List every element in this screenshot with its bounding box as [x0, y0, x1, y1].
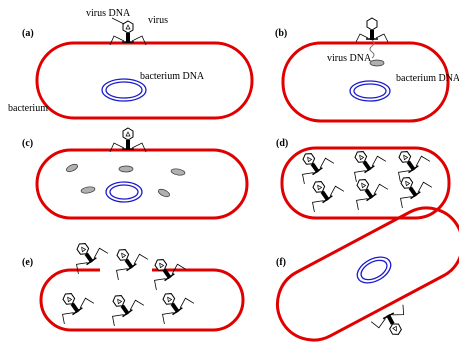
virus-dna [81, 186, 96, 194]
phage [110, 21, 146, 45]
panel-label: (c) [22, 138, 33, 149]
panel-label: (a) [22, 28, 34, 39]
phage [101, 286, 144, 326]
phage [51, 284, 94, 324]
annotation: virus DNA [327, 53, 372, 64]
annotation: virus [148, 15, 168, 26]
phage-head [356, 18, 388, 42]
virus-dna [119, 166, 133, 172]
bacterium-dna [110, 185, 138, 199]
virus-dna [370, 60, 384, 66]
phage [65, 234, 108, 274]
phage [105, 240, 148, 280]
annotation: bacterium DNA [140, 71, 205, 82]
phage [301, 172, 344, 212]
panel-label: (f) [276, 257, 286, 268]
phage [291, 144, 334, 184]
bacterium-dna [354, 84, 386, 98]
virus-dna [171, 168, 186, 176]
annotation: virus DNA [86, 8, 131, 19]
panel-label: (e) [22, 257, 33, 268]
annotation: bacterium DNA [396, 73, 459, 84]
panel-label: (d) [276, 138, 288, 149]
virus-dna [157, 188, 170, 199]
bacterium-dna [106, 82, 142, 98]
panel-label: (b) [275, 28, 287, 39]
annotation: bacterium [8, 103, 48, 114]
virus-dna [65, 163, 78, 174]
diagram: (a) virus DNA virus bacterium DNA bacter… [0, 0, 459, 342]
phage [389, 168, 432, 208]
bacterium-dna [353, 252, 395, 288]
phage [345, 170, 388, 210]
phage [110, 128, 146, 152]
bacterium-dna [358, 256, 390, 283]
phage [151, 284, 194, 324]
bacterium-cell [37, 150, 247, 218]
